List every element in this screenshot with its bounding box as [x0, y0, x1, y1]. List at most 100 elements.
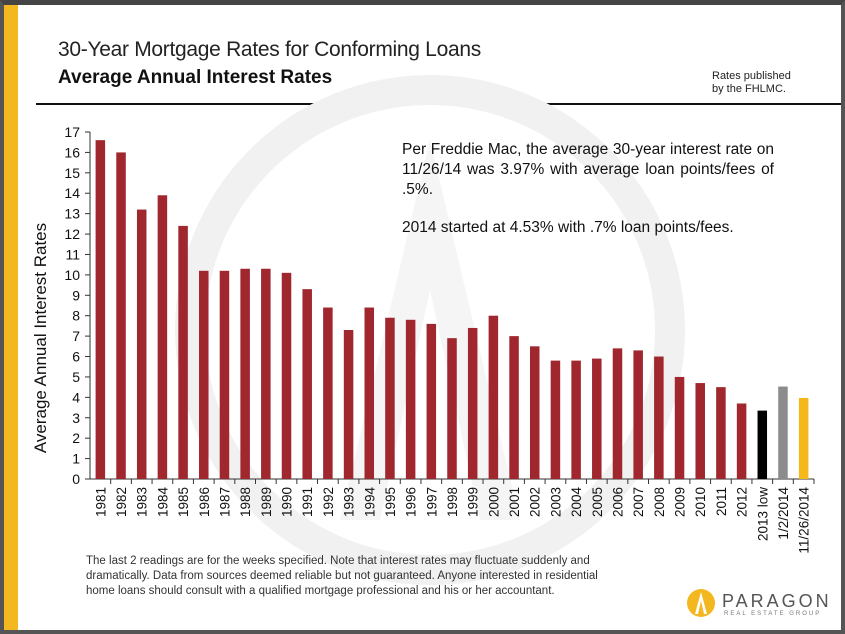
annotation-2014-start: 2014 started at 4.53% with .7% loan poin… [402, 219, 734, 236]
y-tick-label: 9 [72, 287, 80, 303]
x-tick-label: 1991 [300, 487, 315, 517]
bar [592, 358, 602, 479]
y-tick-label: 17 [64, 124, 80, 140]
x-tick-label: 2012 [735, 487, 750, 517]
bar [281, 272, 292, 479]
y-tick-label: 8 [72, 308, 80, 324]
x-tick-label: 1988 [238, 487, 253, 517]
x-tick-label: 1984 [155, 487, 170, 518]
y-tick-label: 12 [64, 226, 80, 242]
bar [261, 268, 271, 479]
x-tick-label: 1993 [342, 487, 357, 517]
x-tick-label: 11/26/2014 [797, 487, 812, 554]
bar [612, 348, 623, 479]
bar [654, 356, 664, 479]
bar [633, 350, 643, 479]
y-tick-label: 7 [72, 328, 80, 344]
bar [385, 317, 395, 479]
bar [364, 307, 375, 479]
bar [550, 360, 561, 479]
x-tick-label: 2001 [507, 487, 522, 517]
bar [571, 360, 581, 479]
paragon-logo: PARAGON REAL ESTATE GROUP [686, 588, 836, 624]
bar [447, 338, 457, 479]
bar [757, 410, 768, 479]
x-tick-label: 2006 [610, 487, 625, 517]
x-tick-label: 2005 [590, 487, 605, 517]
logo-wordmark: PARAGON [722, 591, 832, 611]
y-tick-label: 11 [65, 246, 80, 262]
bar [509, 336, 519, 479]
y-tick-label: 1 [72, 451, 80, 467]
bar [798, 397, 809, 479]
x-tick-label: 1999 [466, 487, 481, 517]
y-axis-label: Average Annual Interest Rates [31, 223, 50, 453]
source-note-line2: by the FHLMC. [712, 83, 786, 95]
bar [199, 270, 209, 479]
x-tick-label: 1985 [176, 487, 191, 517]
bar [426, 323, 437, 479]
page-title: 30-Year Mortgage Rates for Conforming Lo… [58, 38, 481, 61]
disclaimer-text: The last 2 readings are for the weeks sp… [86, 555, 598, 597]
bar [116, 152, 126, 480]
x-tick-label: 1994 [362, 487, 377, 518]
y-tick-label: 15 [64, 165, 80, 181]
bar [302, 289, 312, 479]
bar [405, 319, 416, 479]
bar [716, 387, 726, 479]
x-tick-label: 1982 [114, 487, 129, 517]
x-tick-label: 2009 [673, 487, 688, 517]
x-tick-label: 1986 [197, 487, 212, 517]
bar [323, 307, 333, 479]
x-tick-label: 1989 [259, 487, 274, 517]
x-tick-label: 2003 [548, 487, 563, 517]
x-tick-label: 1/2/2014 [776, 487, 791, 540]
y-tick-label: 16 [64, 144, 80, 160]
bar [736, 403, 747, 479]
bar [95, 140, 106, 479]
x-tick-label: 2011 [714, 487, 729, 516]
y-tick-label: 6 [72, 349, 80, 365]
source-note-line1: Rates published [712, 70, 791, 82]
x-tick-label: 1997 [424, 487, 439, 517]
y-tick-label: 0 [72, 471, 80, 487]
x-tick-label: 1995 [383, 487, 398, 517]
y-tick-label: 13 [64, 206, 80, 222]
x-tick-label: 2000 [486, 487, 501, 517]
y-tick-label: 10 [64, 267, 80, 283]
bar [219, 270, 230, 479]
bar [343, 329, 354, 479]
y-tick-label: 2 [72, 430, 80, 446]
x-tick-label: 1998 [445, 487, 460, 517]
logo-tagline: REAL ESTATE GROUP [724, 611, 822, 617]
x-tick-label: 1981 [93, 487, 108, 517]
bar [695, 383, 705, 479]
paragon-logo-icon [687, 589, 715, 617]
bar [240, 268, 250, 479]
bar [674, 376, 685, 479]
x-tick-label: 2002 [528, 487, 543, 517]
bar [529, 346, 540, 479]
x-tick-label: 2008 [652, 487, 667, 517]
x-tick-label: 1987 [217, 487, 232, 517]
x-tick-label: 1996 [404, 487, 419, 517]
page-subtitle: Average Annual Interest Rates [58, 67, 333, 88]
x-tick-label: 2013 low [755, 487, 770, 541]
y-tick-label: 14 [64, 185, 80, 201]
y-tick-label: 5 [72, 369, 80, 385]
bar [488, 315, 499, 479]
x-tick-label: 1990 [280, 487, 295, 517]
source-note: Rates published by the FHLMC. [712, 70, 791, 96]
x-tick-label: 1983 [135, 487, 150, 517]
bar [157, 195, 168, 479]
bar [136, 209, 147, 480]
accent-sidebar [0, 0, 18, 634]
y-tick-label: 3 [72, 410, 80, 426]
annotation-current-rate: Per Freddie Mac, the average 30-year int… [402, 141, 774, 198]
x-tick-label: 2004 [569, 487, 584, 518]
bar [467, 327, 478, 479]
bar [778, 386, 788, 479]
bar [178, 225, 188, 479]
